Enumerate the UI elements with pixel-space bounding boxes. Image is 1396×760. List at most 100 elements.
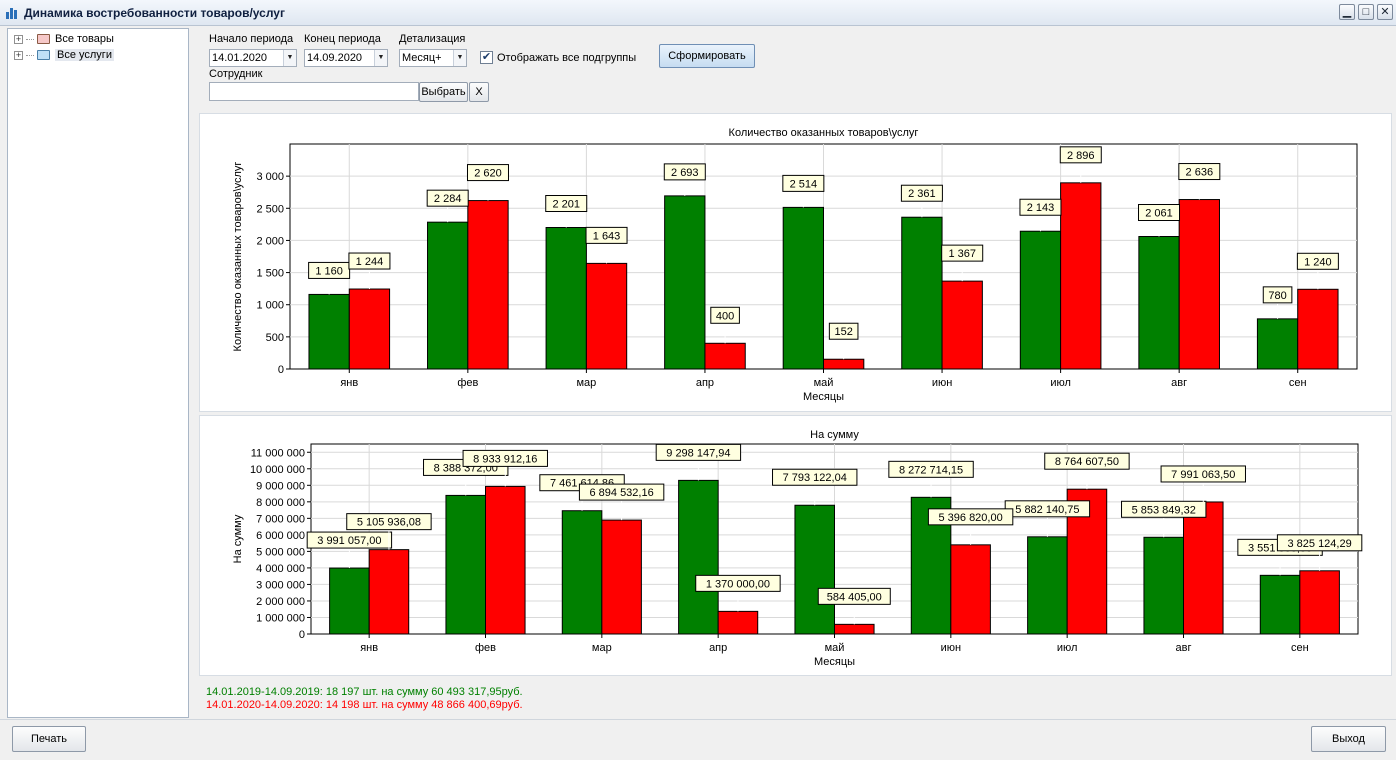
detail-select[interactable]: Месяц+ ▼ <box>399 49 467 67</box>
x-tick-label: июл <box>1057 642 1078 654</box>
data-label-curr: 584 405,00 <box>827 591 882 603</box>
bar-prev-period <box>1019 230 1062 370</box>
data-label-prev: 5 853 849,32 <box>1132 504 1196 516</box>
expand-icon[interactable]: + <box>14 49 23 60</box>
data-label-curr: 2 636 <box>1186 167 1214 179</box>
show-all-checkbox[interactable]: ✔ <box>480 51 493 64</box>
print-button[interactable]: Печать <box>12 726 86 752</box>
category-tree[interactable]: + Все товары + Все услуги <box>7 28 189 718</box>
data-label-box <box>1019 198 1062 216</box>
y-axis-label: На сумму <box>232 514 244 563</box>
data-label-curr: 5 396 820,00 <box>938 512 1002 524</box>
y-tick-label: 9 000 000 <box>256 480 305 492</box>
end-period-field[interactable]: 14.09.2020 ▼ <box>304 49 388 67</box>
data-label-box <box>1121 500 1207 518</box>
data-label-curr: 1 643 <box>593 230 621 242</box>
y-tick-label: 5 000 000 <box>256 546 305 558</box>
amount-chart-panel: На сумму 0 1 000 000 2 000 000 3 000 000 4 00… <box>199 415 1392 676</box>
data-label-box <box>1160 465 1246 483</box>
x-tick-label: мар <box>576 377 596 389</box>
x-tick-label: апр <box>709 642 727 654</box>
data-label-box <box>772 468 858 486</box>
data-label-box <box>1044 452 1130 470</box>
bar-curr-period <box>950 544 991 635</box>
y-tick-label: 1 500 <box>256 268 284 280</box>
data-label-prev: 1 160 <box>315 265 343 277</box>
y-tick-label: 1 000 000 <box>256 612 305 624</box>
employee-label: Сотрудник <box>209 68 263 80</box>
data-label-box <box>585 226 628 244</box>
exit-button[interactable]: Выход <box>1311 726 1386 752</box>
clear-employee-button[interactable]: X <box>469 82 489 102</box>
end-period-label: Конец периода <box>304 33 381 45</box>
bar-prev-period <box>1027 536 1068 635</box>
minimize-button[interactable]: ▁ <box>1339 4 1355 20</box>
footer-bar <box>0 719 1396 760</box>
employee-input[interactable] <box>209 82 419 101</box>
bar-curr-period <box>823 358 865 370</box>
tree-item-all-goods[interactable]: + Все товары <box>14 31 114 47</box>
dropdown-arrow-icon[interactable]: ▼ <box>283 50 296 66</box>
data-label-prev: 2 514 <box>790 178 818 190</box>
quantity-chart-panel: Количество оказанных товаров\услуг 0 500 1 … <box>199 113 1392 412</box>
maximize-button[interactable]: □ <box>1358 4 1374 20</box>
data-label-box <box>927 508 1014 526</box>
select-employee-button[interactable]: Выбрать <box>419 82 468 102</box>
data-label-prev: 3 991 057,00 <box>317 535 381 547</box>
y-tick-label: 3 000 000 <box>256 579 305 591</box>
bar-prev-period <box>901 216 943 370</box>
x-tick-label: янв <box>340 377 358 389</box>
data-label-box <box>308 261 351 279</box>
dropdown-arrow-icon[interactable]: ▼ <box>374 50 387 66</box>
bar-prev-period <box>1138 236 1180 370</box>
data-label-box <box>1178 163 1221 181</box>
dropdown-arrow-icon[interactable]: ▼ <box>453 50 466 66</box>
data-label-box <box>306 531 393 549</box>
tree-item-all-services[interactable]: + Все услуги <box>14 47 114 63</box>
tree-item-label: Все услуги <box>55 49 114 61</box>
bar-curr-period <box>485 485 526 635</box>
data-label-prev: 2 061 <box>1145 208 1173 220</box>
x-tick-label: мар <box>592 642 612 654</box>
x-tick-label: июл <box>1050 377 1071 389</box>
data-label-curr: 5 105 936,08 <box>357 517 421 529</box>
data-label-curr: 7 991 063,50 <box>1171 469 1235 481</box>
bar-curr-period <box>1183 501 1224 635</box>
y-tick-label: 3 000 <box>256 171 284 183</box>
data-label-curr: 1 240 <box>1304 256 1332 268</box>
bar-curr-period <box>585 262 628 370</box>
data-label-prev: 2 143 <box>1027 202 1055 214</box>
x-tick-label: фев <box>475 642 496 654</box>
generate-button[interactable]: Сформировать <box>659 44 755 68</box>
x-tick-label: фев <box>457 377 478 389</box>
data-label-curr: 1 367 <box>948 248 976 260</box>
chart-title: На сумму <box>810 429 859 441</box>
expand-icon[interactable]: + <box>14 33 23 44</box>
data-label-box <box>1059 146 1102 164</box>
y-tick-label: 8 000 000 <box>256 497 305 509</box>
y-tick-label: 0 <box>278 364 284 376</box>
start-period-field[interactable]: 14.01.2020 ▼ <box>209 49 297 67</box>
close-button[interactable]: ✕ <box>1377 4 1393 20</box>
data-label-box <box>888 460 974 478</box>
x-tick-label: апр <box>696 377 714 389</box>
y-tick-label: 7 000 000 <box>256 513 305 525</box>
bar-curr-period <box>467 200 509 370</box>
bar-prev-period <box>1259 574 1301 635</box>
data-label-box <box>462 449 548 467</box>
bar-curr-period <box>1178 199 1220 370</box>
data-label-prev: 8 272 714,15 <box>899 464 963 476</box>
window-title: Динамика востребованности товаров/услуг <box>24 6 285 20</box>
data-label-curr: 3 825 124,29 <box>1287 538 1351 550</box>
data-label-box <box>346 513 432 531</box>
data-label-prev: 7 793 122,04 <box>783 472 847 484</box>
end-period-value: 14.09.2020 <box>307 52 363 64</box>
x-axis-label: Месяцы <box>814 656 855 668</box>
summary-previous-period: 14.01.2019-14.09.2019: 18 197 шт. на сум… <box>206 686 523 698</box>
data-label-box <box>1138 204 1181 222</box>
data-label-box <box>426 189 469 207</box>
bar-prev-period <box>445 494 487 635</box>
y-tick-label: 10 000 000 <box>250 464 305 476</box>
x-tick-label: май <box>825 642 845 654</box>
data-label-prev: 780 <box>1268 290 1286 302</box>
